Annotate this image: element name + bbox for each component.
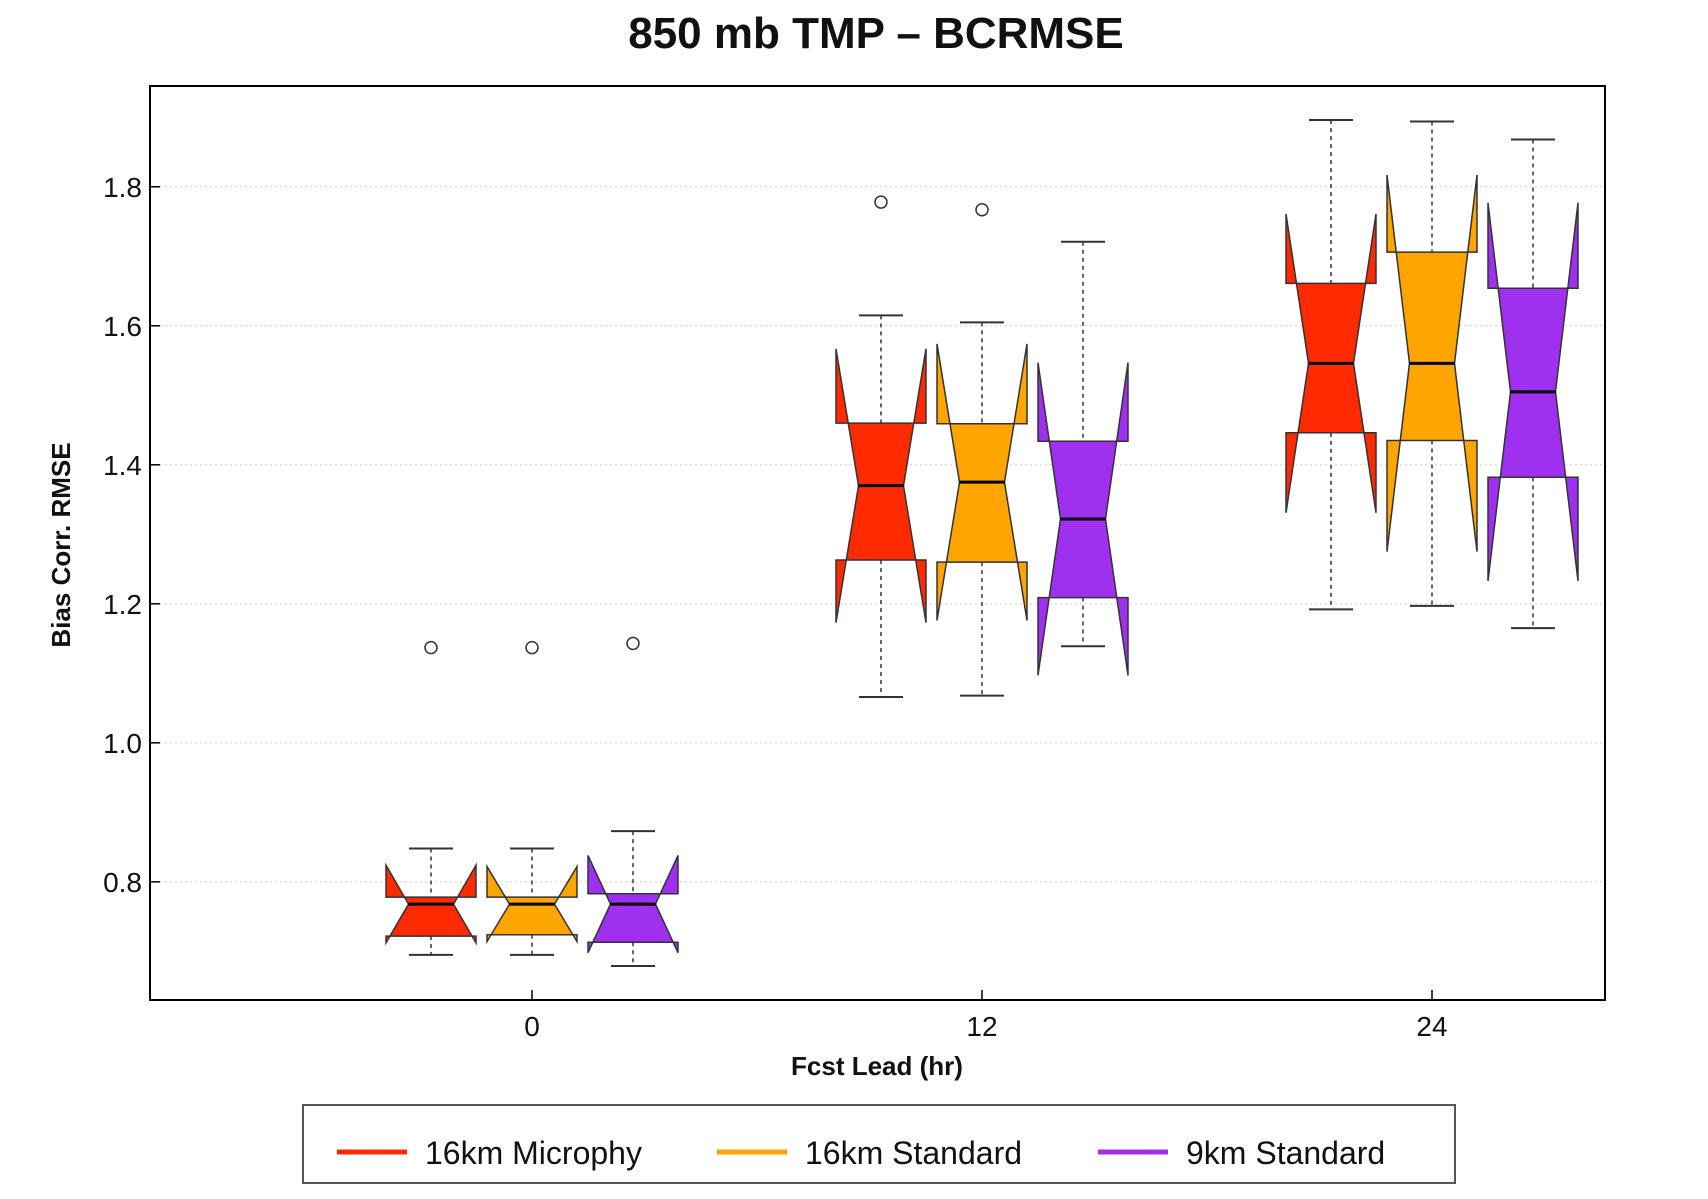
legend-label: 16km Standard bbox=[805, 1135, 1022, 1171]
y-tick-label: 0.8 bbox=[103, 867, 142, 898]
legend-label: 9km Standard bbox=[1186, 1135, 1385, 1171]
outlier-point bbox=[525, 640, 539, 655]
y-tick-label: 1.0 bbox=[103, 728, 142, 759]
box-0-0 bbox=[385, 640, 477, 956]
plot-area-frame bbox=[149, 85, 1606, 1001]
outlier-point bbox=[874, 195, 888, 209]
box-2-1 bbox=[1037, 240, 1129, 676]
legend-item-2: 9km Standard bbox=[1098, 1135, 1385, 1171]
y-tick-label: 1.2 bbox=[103, 589, 142, 620]
x-tick-label: 24 bbox=[1416, 1011, 1447, 1042]
chart-title: 850 mb TMP – BCRMSE bbox=[628, 9, 1124, 58]
legend-item-0: 16km Microphy bbox=[337, 1135, 642, 1171]
x-axis-label: Fcst Lead (hr) bbox=[791, 1051, 963, 1081]
box-0-2 bbox=[1285, 119, 1377, 611]
box-2-2 bbox=[1487, 138, 1579, 630]
outlier-point bbox=[626, 636, 640, 651]
y-axis-label: Bias Corr. RMSE bbox=[46, 442, 76, 647]
legend-label: 16km Microphy bbox=[425, 1135, 642, 1171]
legend-box bbox=[302, 1104, 1456, 1184]
x-tick-label: 12 bbox=[966, 1011, 997, 1042]
y-tick-label: 1.4 bbox=[103, 450, 142, 481]
box-1-2 bbox=[1386, 120, 1478, 607]
legend: 16km Microphy 16km Standard 9km Standard bbox=[302, 1104, 1456, 1184]
outlier-point bbox=[424, 640, 438, 655]
legend-item-1: 16km Standard bbox=[717, 1135, 1022, 1171]
y-axis: 0.8 1.0 1.2 1.4 1.6 1.8 bbox=[103, 172, 160, 898]
outlier-point bbox=[975, 202, 989, 217]
box-1-0 bbox=[486, 640, 578, 956]
y-tick-label: 1.8 bbox=[103, 172, 142, 203]
box-2-0 bbox=[587, 636, 679, 967]
boxes-layer bbox=[385, 119, 1579, 967]
y-tick-label: 1.6 bbox=[103, 311, 142, 342]
x-tick-label: 0 bbox=[524, 1011, 540, 1042]
box-0-1 bbox=[835, 195, 927, 698]
x-axis: 0 12 24 bbox=[524, 990, 1448, 1042]
box-1-1 bbox=[936, 202, 1028, 697]
